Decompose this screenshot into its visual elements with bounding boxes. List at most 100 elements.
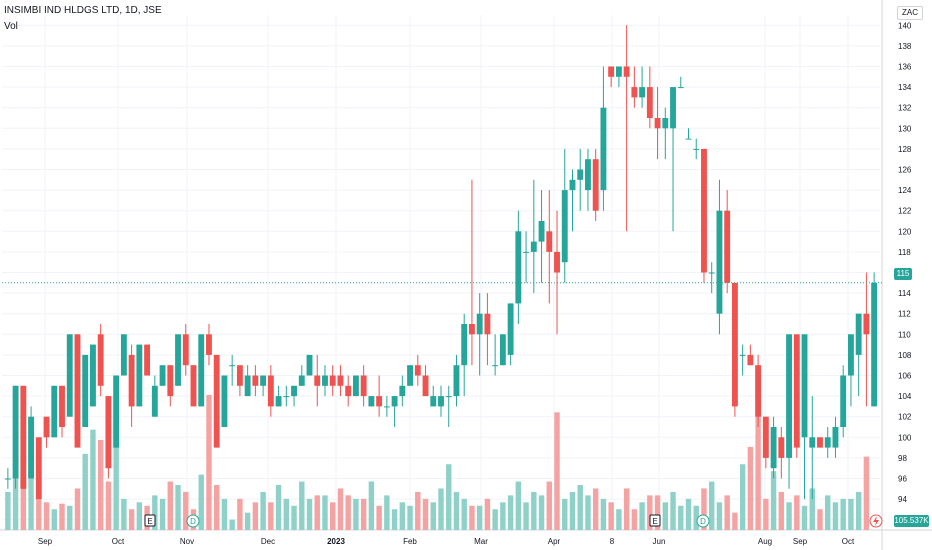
dividend-marker (186, 514, 200, 528)
volume-bar (353, 498, 359, 530)
x-tick-label: Sep (38, 537, 53, 546)
y-tick-label: 128 (898, 145, 912, 154)
candle-body (492, 365, 499, 367)
candle-body (600, 107, 607, 191)
candle-body (724, 210, 731, 283)
volume-bar (515, 481, 522, 530)
volume-bar (59, 503, 65, 530)
volume-bar (709, 481, 715, 530)
candle-body (383, 406, 390, 408)
candle-body (314, 375, 321, 386)
volume-bar (105, 481, 112, 530)
y-tick-label: 134 (898, 83, 912, 92)
candle-body (306, 354, 313, 376)
volume-bar (500, 502, 506, 530)
candle-body (646, 87, 653, 118)
candle-body (12, 385, 19, 479)
candle-body (206, 334, 212, 355)
volume-bar (678, 505, 684, 530)
volume-bar (716, 502, 723, 530)
candle-body (105, 396, 112, 469)
candle-body (329, 375, 336, 386)
marker-label: E (652, 517, 657, 526)
candle-body (484, 313, 491, 335)
candle-body (631, 87, 638, 98)
candle-body (151, 385, 158, 417)
candle-body (20, 385, 27, 489)
volume-bar (128, 509, 135, 530)
volume-bar (330, 502, 336, 530)
candle-body (847, 334, 854, 376)
currency-selector[interactable]: ZAC (897, 6, 923, 20)
candle-body (786, 334, 792, 458)
y-tick-label: 130 (898, 124, 912, 133)
volume-bar (430, 502, 436, 530)
volume-bar (407, 505, 413, 530)
y-tick-label: 114 (898, 289, 911, 298)
volume-bar (152, 495, 158, 530)
candle-body (499, 334, 506, 366)
candle-body (260, 375, 267, 386)
volume-bar (755, 415, 761, 530)
y-tick-label: 132 (898, 104, 912, 113)
volume-bar (538, 495, 545, 530)
earnings-marker (649, 514, 661, 527)
candle-body (28, 416, 35, 479)
x-tick-label: 2023 (327, 537, 345, 546)
candle-body (368, 396, 375, 407)
y-tick-label: 110 (898, 330, 911, 339)
candle-body (414, 365, 421, 376)
volume-bar (647, 495, 653, 530)
candle-body (283, 396, 290, 398)
candle-body (840, 375, 847, 427)
y-tick-label: 112 (898, 310, 911, 319)
volume-bar (577, 485, 583, 530)
candle-body (654, 118, 661, 129)
y-tick-label: 122 (898, 207, 912, 216)
candle-body (391, 396, 398, 407)
candle-body (345, 385, 352, 397)
volume-bar (794, 495, 800, 530)
volume-bar (786, 502, 792, 530)
candle-body (159, 365, 166, 386)
volume-bar (554, 412, 560, 530)
volume-bar (453, 491, 460, 530)
volume-bar (5, 491, 11, 530)
last-price-tag: 115 (894, 268, 912, 280)
volume-bar (863, 456, 870, 530)
candle-body (90, 344, 96, 407)
candle-body (693, 148, 700, 150)
volume-bar (391, 509, 398, 530)
candle-body (615, 66, 622, 77)
candle-body (731, 282, 738, 407)
volume-bar (592, 488, 599, 530)
candle-body (546, 231, 553, 252)
candle-body (793, 334, 800, 448)
volume-bar (314, 495, 320, 530)
volume-bar (747, 446, 754, 530)
candle-body (662, 118, 669, 129)
candle-body (824, 437, 831, 448)
candle-body (716, 210, 723, 314)
candle-body (585, 159, 591, 191)
candle-body (291, 385, 297, 397)
volume-bar (237, 498, 243, 530)
candle-body (337, 375, 344, 386)
marker-label: D (190, 517, 196, 526)
x-tick-label: 8 (610, 537, 615, 546)
volume-bar (260, 491, 266, 530)
volume-bar (252, 502, 259, 530)
earnings-marker (144, 514, 156, 527)
volume-bar (121, 498, 127, 530)
candle-body (569, 179, 576, 191)
symbol-title[interactable]: INSIMBI IND HLDGS LTD, 1D, JSE (4, 5, 162, 16)
volume-bar (399, 502, 406, 530)
candle-body (438, 396, 444, 407)
dividend-marker (696, 514, 710, 528)
volume-label: Vol (4, 21, 18, 32)
y-tick-label: 136 (898, 63, 912, 72)
volume-bar (484, 498, 491, 530)
volume-bar (244, 512, 251, 530)
candle-body (190, 365, 197, 407)
